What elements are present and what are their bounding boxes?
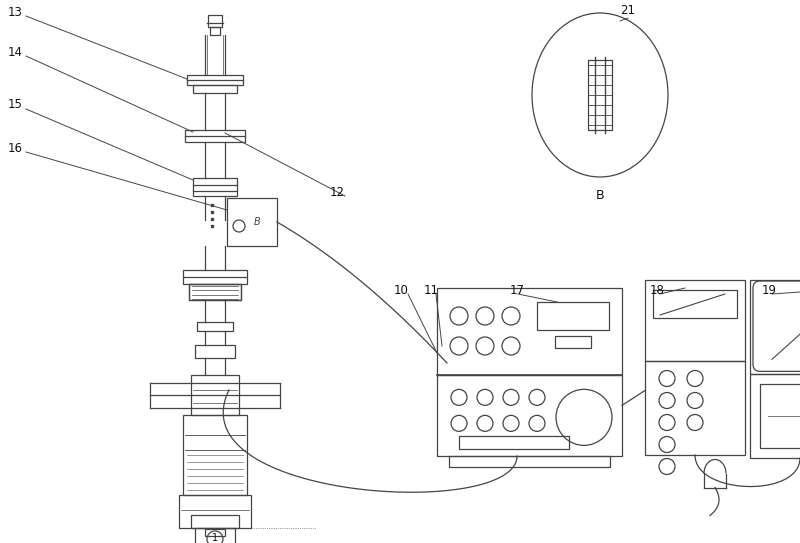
Bar [437,375,622,456]
Text: 15: 15 [8,98,23,111]
Bar [187,75,243,85]
Bar [208,15,222,27]
Bar [189,284,241,300]
Bar [449,456,610,467]
Bar [193,178,237,196]
Bar [183,270,247,284]
Text: B: B [254,217,260,227]
Text: 10: 10 [394,283,409,296]
Text: 17: 17 [510,283,525,296]
Text: 12: 12 [330,186,345,199]
Text: 19: 19 [762,283,777,296]
Bar [588,60,612,130]
Bar [197,322,233,331]
Bar [653,290,737,318]
Bar [437,288,622,375]
Bar [179,495,251,528]
Bar [183,415,247,495]
Text: B: B [596,189,604,202]
Text: 14: 14 [8,46,23,59]
Bar [193,85,237,93]
Bar [760,384,800,448]
Bar [195,528,235,543]
Text: 16: 16 [8,142,23,155]
Bar [750,280,800,374]
Text: 18: 18 [650,283,665,296]
Bar [645,361,745,455]
Bar [555,336,591,348]
Bar [185,130,245,142]
Bar [459,436,569,449]
Bar [191,375,239,415]
Bar [227,198,277,246]
Bar [750,374,800,458]
Bar [210,27,220,35]
Text: 11: 11 [424,283,439,296]
Text: 1: 1 [212,533,218,543]
Text: 13: 13 [8,5,23,18]
Bar [537,302,609,330]
Bar [195,345,235,358]
Bar [191,515,239,528]
Bar [189,284,241,300]
Bar [205,529,225,536]
Text: 21: 21 [620,3,635,16]
Bar [645,280,745,361]
